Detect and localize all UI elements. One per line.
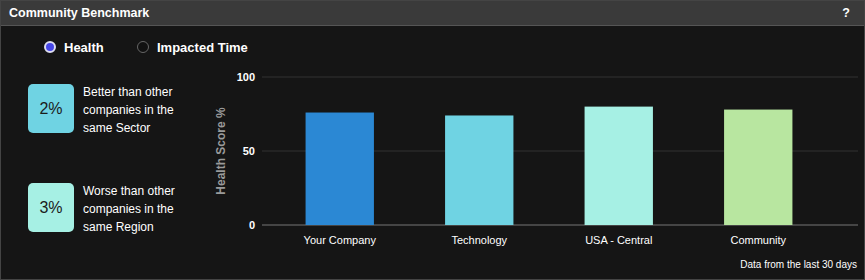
stat-value: 2% — [28, 84, 74, 133]
radio-label[interactable]: Impacted Time — [157, 40, 248, 55]
x-tick-label: USA - Central — [585, 234, 652, 246]
stat-label: Better than other companies in the same … — [83, 83, 185, 137]
radio-button[interactable] — [137, 41, 149, 53]
chart: 0 50 100 Health Score % Your Company Technolo… — [0, 0, 865, 280]
x-tick-label: Community — [730, 234, 786, 246]
bars — [306, 107, 793, 225]
grid-line — [262, 77, 858, 78]
stat-value: 3% — [28, 183, 74, 232]
radio-label[interactable]: Health — [64, 40, 104, 55]
bar[interactable] — [585, 107, 653, 225]
y-tick-label: 50 — [243, 145, 255, 157]
y-tick-label: 0 — [249, 219, 255, 231]
help-button[interactable]: ? — [842, 6, 850, 20]
x-tick-label: Technology — [451, 234, 507, 246]
panel-title: Community Benchmark — [9, 6, 149, 20]
stat-label: Worse than other companies in the same R… — [83, 182, 185, 236]
bar[interactable] — [445, 115, 513, 225]
y-axis-title: Health Score % — [214, 107, 228, 195]
bar[interactable] — [306, 113, 374, 225]
radio-button[interactable] — [44, 41, 56, 53]
y-tick-label: 100 — [237, 71, 255, 83]
footer-note: Data from the last 30 days — [740, 259, 857, 270]
header-bar: Community Benchmark? — [1, 1, 864, 26]
x-tick-label: Your Company — [304, 234, 377, 246]
bar[interactable] — [724, 110, 792, 225]
